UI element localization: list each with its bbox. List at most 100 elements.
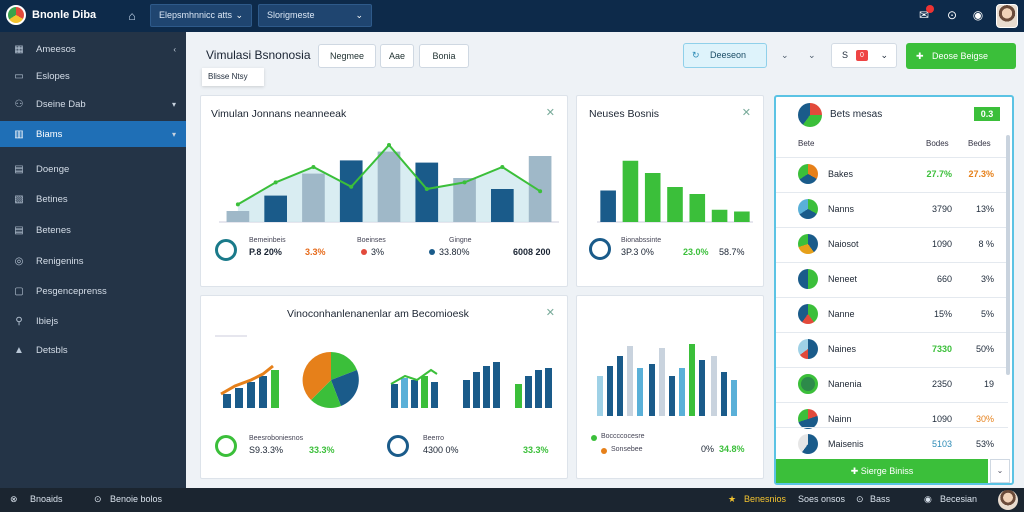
view-select[interactable]: Slorigmeste ⌄ [258,4,372,27]
table-row[interactable]: Neneet 660 3% [776,262,1008,296]
sidebar-item-2[interactable]: ⚇ Dseine Dab ▾ [0,91,186,117]
chevron-icon: ‹ [173,44,176,54]
row-value: 13% [975,204,994,214]
status-text[interactable]: Becesian [940,494,978,504]
status-text[interactable]: Benesnios [744,494,787,504]
sidebar-item-7[interactable]: ◎ Renigenins [0,248,186,274]
data-point [462,180,467,185]
chart-bar [607,366,613,416]
chart-bar [415,162,439,222]
table-row[interactable]: Bakes 27.7% 27.3% [776,157,1008,191]
sidebar-item-3[interactable]: ▥ Biams ▾ [0,121,186,147]
sidebar-item-6[interactable]: ▤ Betenes [0,217,186,243]
legend-label: Gingne [449,237,472,244]
filter-dropdown[interactable]: S 0 ⌄ [831,43,897,68]
row-value: 1090 [931,239,952,249]
stat-value: 3P.3 0% [621,247,654,257]
chart-bar [731,380,737,416]
scrollbar[interactable] [1006,135,1010,375]
chart-bar [377,151,401,222]
chart-card-4: Boccccocesre Sonsebee 0% 34.8% [576,295,764,479]
chart-bar [711,356,717,416]
tab-aae[interactable]: Aae [380,44,414,68]
help-icon[interactable]: ⊙ [946,8,958,22]
notification-icon[interactable]: ✉ [918,8,930,22]
sidebar-item-label: Detsbls [36,344,68,356]
sidebar-item-9[interactable]: ⚲ Ibiejs [0,308,186,334]
stat-value: 6008 200 [513,247,551,257]
chart-bar [525,376,532,408]
table-row[interactable]: Nanns 3790 13% [776,192,1008,226]
target-icon: ◎ [14,255,24,267]
pie-chart [302,351,359,409]
row-icon [798,269,818,289]
chevron-down-icon[interactable]: ⌄ [990,459,1010,483]
chevron-icon: ▾ [171,129,176,139]
sidebar-item-1[interactable]: ▭ Eslopes [0,63,186,89]
sidebar-item-0[interactable]: ▦ Ameesos ‹ [0,36,186,62]
status-text[interactable]: Soes onsos [798,494,846,504]
row-value: 8 % [978,239,994,249]
chart-bar [463,380,470,408]
table-row[interactable]: Nanne 15% 5% [776,297,1008,331]
table-row[interactable]: Nanenia 2350 19 [776,367,1008,401]
deeseon-button-label: Deeseon [710,50,747,60]
close-icon[interactable]: ✕ [545,107,555,119]
avatar[interactable] [996,4,1018,28]
home-icon[interactable]: ⌂ [128,9,136,23]
chart-bar [617,356,623,416]
chevron-down-icon[interactable]: ⌄ [781,50,789,60]
settings-icon[interactable]: ◉ [972,8,984,22]
sidebar-item-4[interactable]: ▤ Doenge [0,156,186,182]
status-text[interactable]: Benoie bolos [110,494,163,504]
table-row[interactable]: Maisenis 5103 53% [776,427,1008,459]
close-icon[interactable]: ✕ [741,107,751,119]
doc-icon: ▧ [14,193,24,205]
row-name: Naines [828,344,857,354]
row-value: 30% [975,414,994,424]
stat-value: 23.0% [683,247,709,257]
sidebar-item-10[interactable]: ▲ Detsbls [0,337,186,363]
stat-value: 33.3% [309,445,335,455]
stat-icon [215,239,237,261]
sidebar-item-8[interactable]: ▢ Pesgenceprenss [0,278,186,304]
stat-value: 33.3% [523,445,549,455]
avatar[interactable] [998,490,1018,510]
chart-bar [302,173,325,222]
sidebar-item-5[interactable]: ▧ Betines [0,186,186,212]
stat-value: 3.3% [305,247,326,257]
stat-icon [589,238,611,260]
data-point [387,143,391,147]
table-row[interactable]: Naiosot 1090 8 % [776,227,1008,261]
row-name: Nanne [828,309,855,319]
trend-line [220,364,274,396]
workspace-select[interactable]: Elepsmhnnicc atts ⌄ [150,4,252,27]
chevron-down-icon[interactable]: ⌄ [808,50,816,60]
chart-bar [545,368,552,408]
tab-bonia[interactable]: Bonia [419,44,469,68]
table-row[interactable]: Naines 7330 50% [776,332,1008,366]
table-row[interactable]: Nainn 1090 30% [776,402,1008,436]
legend-label: Sonsebee [611,446,643,453]
deeseon-button[interactable]: ↻ Deeseon [683,43,767,68]
column-header: Bodes [926,139,949,148]
row-value: 3% [980,274,994,284]
notification-badge [926,5,934,13]
status-text[interactable]: Bass [870,494,891,504]
chart-bar [689,344,695,416]
primary-action-button[interactable]: ✚ Deose Beigse [906,43,1016,69]
sidebar-item-label: Ibiejs [36,315,59,327]
stacked-chart-svg [597,344,737,416]
panel-action-button[interactable]: ✚ Sierge Biniss [776,459,988,483]
tab-negmee[interactable]: Negmee [318,44,376,68]
stat-value: 58.7% [719,247,745,257]
column-header: Bedes [968,139,991,148]
close-icon[interactable]: ✕ [545,307,555,319]
chevron-down-icon: ⌄ [355,10,363,20]
chart-bar [264,195,287,222]
chevron-icon: ▾ [171,99,176,109]
legend-label: Beesroboniesnos [249,435,304,442]
chart-bar [271,370,279,408]
status-text[interactable]: Bnoaids [30,494,63,504]
row-name: Maisenis [828,439,864,449]
